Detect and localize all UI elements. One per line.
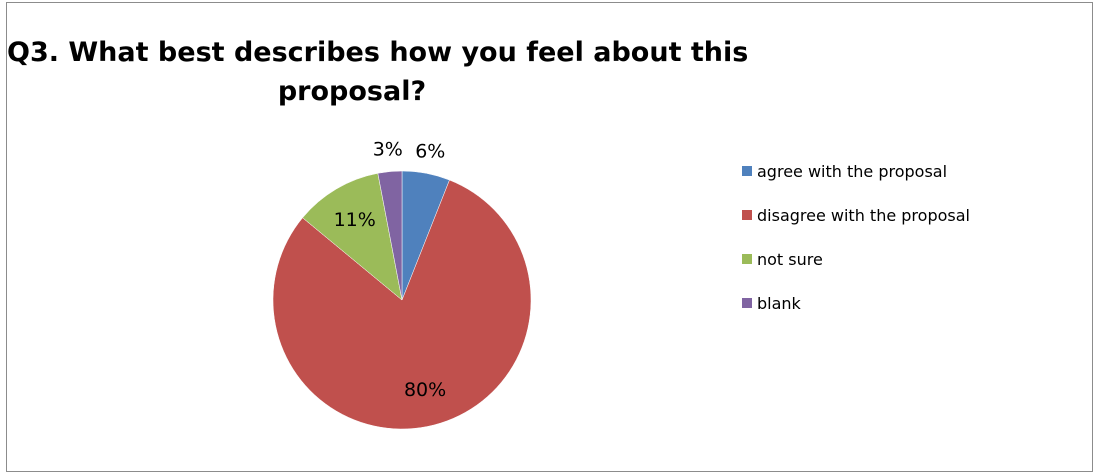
legend-swatch	[742, 254, 752, 264]
data-label-disagree-with-the-proposal: 80%	[404, 379, 446, 401]
chart-title: Q3. What best describes how you feel abo…	[7, 33, 749, 111]
chart-area: Q3. What best describes how you feel abo…	[6, 2, 1093, 472]
data-label-not-sure: 11%	[334, 209, 376, 231]
legend: agree with the proposal disagree with the…	[742, 161, 970, 339]
pie-slice-not-sure	[302, 172, 403, 301]
legend-item-agree-with-the-proposal: agree with the proposal	[742, 161, 970, 181]
legend-label: disagree with the proposal	[757, 205, 970, 225]
chart-title-line-2: proposal?	[277, 76, 427, 107]
legend-item-not-sure: not sure	[742, 249, 970, 269]
legend-swatch	[742, 166, 752, 176]
pie-slice-disagree-with-the-proposal	[272, 179, 532, 430]
pie-data-labels: 6% 80% 11% 3%	[334, 139, 447, 401]
data-label-agree-with-the-proposal: 6%	[415, 141, 445, 163]
legend-swatch	[742, 210, 752, 220]
legend-label: agree with the proposal	[757, 161, 948, 181]
legend-label: not sure	[757, 249, 823, 269]
chart-title-line-1: Q3. What best describes how you feel abo…	[7, 37, 749, 68]
legend-item-disagree-with-the-proposal: disagree with the proposal	[742, 205, 970, 225]
pie-chart: 6% 80% 11% 3%	[272, 139, 532, 430]
data-label-blank: 3%	[373, 139, 403, 161]
legend-swatch	[742, 298, 752, 308]
legend-label: blank	[757, 293, 801, 313]
legend-item-blank: blank	[742, 293, 970, 313]
pie-slice-blank	[377, 170, 403, 301]
pie-slices	[272, 170, 532, 430]
